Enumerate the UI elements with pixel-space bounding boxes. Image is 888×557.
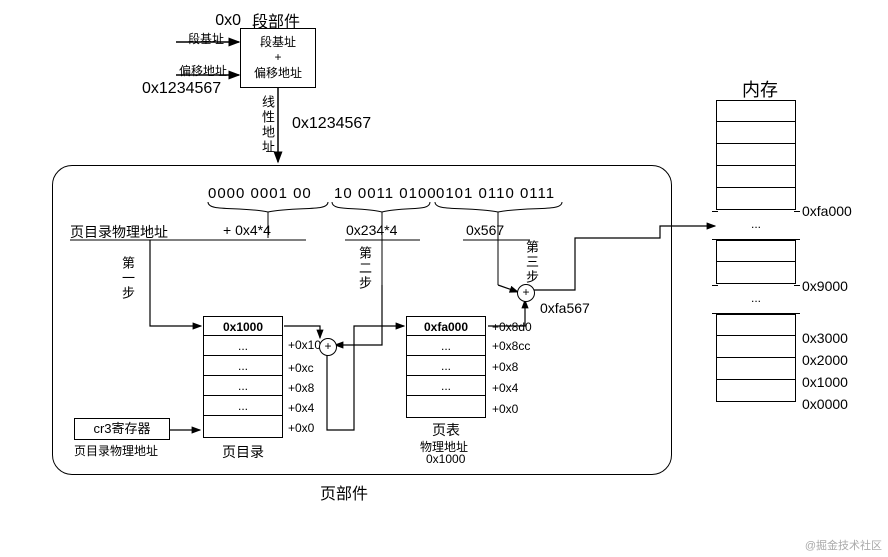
pd-off-4: +0x0	[288, 421, 314, 435]
cr3-box: cr3寄存器	[74, 418, 170, 440]
watermark: @掘金技术社区	[805, 537, 882, 553]
binary-group-2: 10 0011 0100	[334, 185, 437, 202]
pd-off-0: +0x10	[288, 338, 321, 352]
pt-off-1: +0x8cc	[492, 339, 530, 353]
page-dir-phys-label: 页目录物理地址	[70, 222, 168, 242]
page-dir-table: 0x1000 ... ... ... ...	[203, 316, 283, 438]
seg-offset-label: 偏移地址	[179, 62, 227, 79]
step3-label: 第三步	[522, 240, 541, 285]
pt-title: 页表	[432, 420, 460, 440]
page-unit-title: 页部件	[320, 480, 368, 504]
pt-off-4: +0x0	[492, 402, 518, 416]
step2-label: 第二步	[355, 246, 374, 291]
linear-addr-label: 线性地址	[258, 95, 277, 155]
page-dir-title: 页目录	[222, 442, 264, 462]
page-dir-row: ...	[203, 336, 283, 356]
seg-offset-value: 0x1234567	[142, 80, 221, 98]
binary-group-3: 0101 0110 0111	[436, 185, 555, 202]
mem-2000: 0x2000	[802, 352, 848, 368]
page-dir-row: ...	[203, 376, 283, 396]
memory-column: ... ...	[716, 100, 796, 402]
segment-box: 段基址 + 偏移地址	[240, 28, 316, 88]
seg-box-line3: 偏移地址	[241, 64, 315, 81]
linear-addr-value: 0x1234567	[292, 115, 371, 133]
page-table: 0xfa000 ... ... ...	[406, 316, 486, 418]
mem-fa000: 0xfa000	[802, 203, 852, 219]
pt-bottom	[406, 396, 486, 418]
seg-box-line1: 段基址	[241, 33, 315, 50]
page-dir-top-cell: 0x1000	[203, 316, 283, 336]
pt-row: ...	[406, 336, 486, 356]
pd-off-3: +0x4	[288, 401, 314, 415]
binary-calc1: + 0x4*4	[223, 222, 271, 238]
pt-off-3: +0x4	[492, 381, 518, 395]
pd-off-1: +0xc	[288, 361, 314, 375]
pt-result: 0xfa567	[540, 300, 590, 316]
step1-label: 第一步	[118, 256, 137, 301]
cr3-sub: 页目录物理地址	[74, 442, 158, 459]
mem-3000: 0x3000	[802, 330, 848, 346]
seg-base-value: 0x0	[205, 12, 241, 30]
page-dir-row: ...	[203, 396, 283, 416]
mem-1000: 0x1000	[802, 374, 848, 390]
pt-top-cell: 0xfa000	[406, 316, 486, 336]
seg-box-line2: +	[241, 50, 315, 64]
mem-0000: 0x0000	[802, 396, 848, 412]
pt-row: ...	[406, 376, 486, 396]
binary-calc3: 0x567	[466, 222, 504, 238]
page-dir-row: ...	[203, 356, 283, 376]
binary-calc2: 0x234*4	[346, 222, 397, 238]
page-dir-bottom	[203, 416, 283, 438]
seg-base-label: 段基址	[188, 30, 224, 47]
memory-title: 内存	[742, 76, 778, 102]
pt-row: ...	[406, 356, 486, 376]
pt-base: 0x1000	[426, 452, 465, 466]
binary-group-1: 0000 0001 00	[208, 185, 312, 202]
pd-off-2: +0x8	[288, 381, 314, 395]
mem-9000: 0x9000	[802, 278, 848, 294]
pt-off-0: +0x8d0	[492, 320, 532, 334]
pt-off-2: +0x8	[492, 360, 518, 374]
plus-1: +	[319, 338, 337, 356]
plus-2: +	[517, 284, 535, 302]
